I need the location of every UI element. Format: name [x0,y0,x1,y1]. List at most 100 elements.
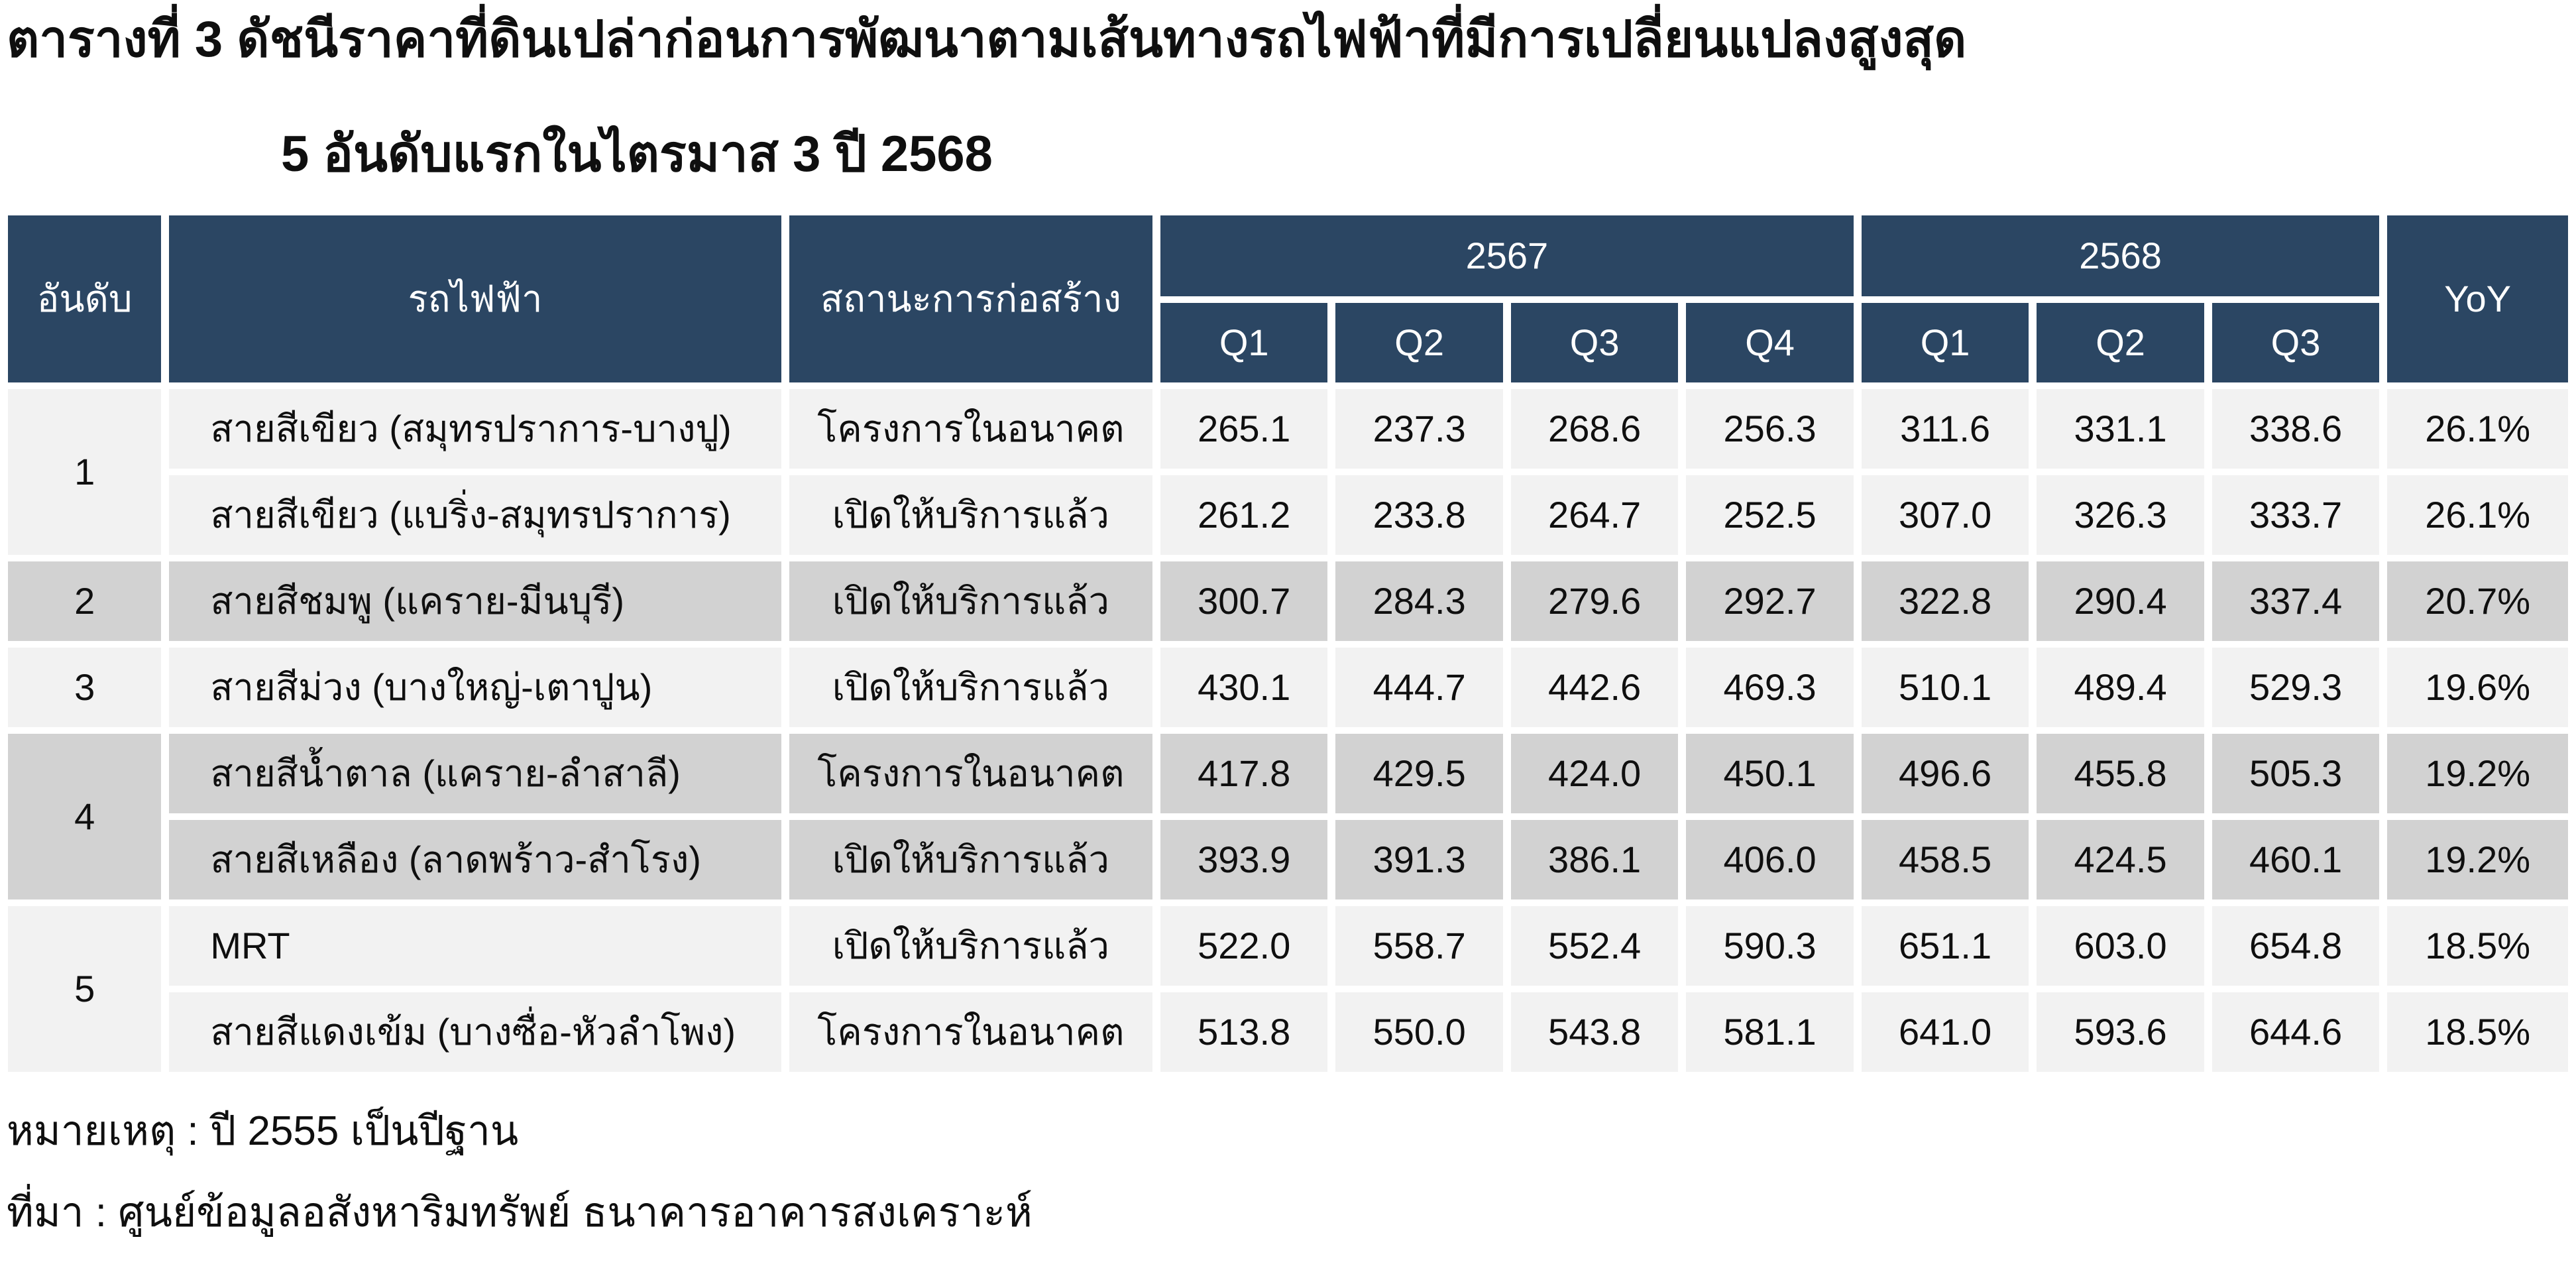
line-cell: MRT [169,905,781,986]
header-q2-2567: Q2 [1335,302,1503,382]
value-cell: 522.0 [1160,905,1328,986]
value-cell: 450.1 [1686,733,1854,813]
value-cell: 279.6 [1510,561,1679,641]
header-status: สถานะการก่อสร้าง [789,215,1152,382]
header-q2-2568: Q2 [2037,302,2204,382]
value-cell: 593.6 [2037,992,2204,1072]
table-row: 3 สายสีม่วง (บางใหญ่-เตาปูน) เปิดให้บริก… [8,647,2568,727]
value-cell: 469.3 [1686,647,1854,727]
value-cell: 284.3 [1335,561,1503,641]
value-cell: 641.0 [1861,992,2029,1072]
line-cell: สายสีแดงเข้ม (บางซื่อ-หัวลำโพง) [169,992,781,1072]
line-cell: สายสีเขียว (สมุทรปราการ-บางปู) [169,388,781,469]
status-cell: โครงการในอนาคต [789,992,1152,1072]
table-row: 4 สายสีน้ำตาล (แคราย-ลำสาลี) โครงการในอน… [8,733,2568,899]
value-cell: 654.8 [2212,905,2380,986]
value-cell: 442.6 [1510,647,1679,727]
value-cell: 552.4 [1510,905,1679,986]
table-row: 1 สายสีเขียว (สมุทรปราการ-บางปู) โครงการ… [8,388,2568,555]
header-year-2567: 2567 [1160,215,1854,296]
value-cell: 233.8 [1335,475,1503,555]
rank-cell: 5 [8,905,162,1072]
header-q1-2567: Q1 [1160,302,1328,382]
value-cell: 326.3 [2037,475,2204,555]
value-cell: 417.8 [1160,733,1328,813]
yoy-cell: 19.2% [2387,819,2568,899]
value-cell: 529.3 [2212,647,2380,727]
value-cell: 265.1 [1160,388,1328,469]
value-cell: 543.8 [1510,992,1679,1072]
value-cell: 644.6 [2212,992,2380,1072]
value-cell: 444.7 [1335,647,1503,727]
table-row: 2 สายสีชมพู (แคราย-มีนบุรี) เปิดให้บริกา… [8,561,2568,641]
value-cell: 307.0 [1861,475,2029,555]
value-cell: 460.1 [2212,819,2380,899]
value-cell: 322.8 [1861,561,2029,641]
value-cell: 290.4 [2037,561,2204,641]
rank-cell: 4 [8,733,162,899]
value-cell: 386.1 [1510,819,1679,899]
value-cell: 391.3 [1335,819,1503,899]
table-row: สายสีแดงเข้ม (บางซื่อ-หัวลำโพง) โครงการใ… [8,992,2568,1072]
status-cell: เปิดให้บริการแล้ว [789,561,1152,641]
yoy-cell: 20.7% [2387,561,2568,641]
value-cell: 550.0 [1335,992,1503,1072]
rank-cell: 1 [8,388,162,555]
header-q1-2568: Q1 [1861,302,2029,382]
header-q4-2567: Q4 [1686,302,1854,382]
header-q3-2568: Q3 [2212,302,2380,382]
source-attribution: ที่มา : ศูนย์ข้อมูลอสังหาริมทรัพย์ ธนาคา… [7,1190,1033,1236]
yoy-cell: 19.6% [2387,647,2568,727]
value-cell: 331.1 [2037,388,2204,469]
land-price-index-table: อันดับ รถไฟฟ้า สถานะการก่อสร้าง 2567 256… [0,209,2576,1078]
header-year-2568: 2568 [1861,215,2380,296]
value-cell: 496.6 [1861,733,2029,813]
value-cell: 590.3 [1686,905,1854,986]
value-cell: 300.7 [1160,561,1328,641]
header-line: รถไฟฟ้า [169,215,781,382]
value-cell: 393.9 [1160,819,1328,899]
value-cell: 261.2 [1160,475,1328,555]
header-rank: อันดับ [8,215,162,382]
title-line-2: 5 อันดับแรกในไตรมาส 3 ปี 2568 [281,126,993,183]
value-cell: 256.3 [1686,388,1854,469]
value-cell: 264.7 [1510,475,1679,555]
value-cell: 505.3 [2212,733,2380,813]
value-cell: 513.8 [1160,992,1328,1072]
value-cell: 489.4 [2037,647,2204,727]
value-cell: 424.0 [1510,733,1679,813]
value-cell: 338.6 [2212,388,2380,469]
value-cell: 333.7 [2212,475,2380,555]
header-q3-2567: Q3 [1510,302,1679,382]
line-cell: สายสีเขียว (แบริ่ง-สมุทรปราการ) [169,475,781,555]
status-cell: โครงการในอนาคต [789,733,1152,813]
value-cell: 424.5 [2037,819,2204,899]
status-cell: เปิดให้บริการแล้ว [789,905,1152,986]
line-cell: สายสีชมพู (แคราย-มีนบุรี) [169,561,781,641]
value-cell: 406.0 [1686,819,1854,899]
status-cell: เปิดให้บริการแล้ว [789,647,1152,727]
header-yoy: YoY [2387,215,2568,382]
value-cell: 429.5 [1335,733,1503,813]
yoy-cell: 26.1% [2387,475,2568,555]
value-cell: 510.1 [1861,647,2029,727]
title-line-1: ตารางที่ 3 ดัชนีราคาที่ดินเปล่าก่อนการพั… [7,11,1967,68]
value-cell: 311.6 [1861,388,2029,469]
value-cell: 651.1 [1861,905,2029,986]
value-cell: 581.1 [1686,992,1854,1072]
value-cell: 558.7 [1335,905,1503,986]
line-cell: สายสีม่วง (บางใหญ่-เตาปูน) [169,647,781,727]
yoy-cell: 26.1% [2387,388,2568,469]
value-cell: 337.4 [2212,561,2380,641]
value-cell: 430.1 [1160,647,1328,727]
value-cell: 458.5 [1861,819,2029,899]
status-cell: เปิดให้บริการแล้ว [789,819,1152,899]
rank-cell: 3 [8,647,162,727]
table-title: ตารางที่ 3 ดัชนีราคาที่ดินเปล่าก่อนการพั… [0,0,2576,184]
line-cell: สายสีเหลือง (ลาดพร้าว-สำโรง) [169,819,781,899]
table-row: สายสีเขียว (แบริ่ง-สมุทรปราการ) เปิดให้บ… [8,475,2568,555]
value-cell: 455.8 [2037,733,2204,813]
table-row: สายสีเหลือง (ลาดพร้าว-สำโรง) เปิดให้บริก… [8,819,2568,899]
rank-cell: 2 [8,561,162,641]
